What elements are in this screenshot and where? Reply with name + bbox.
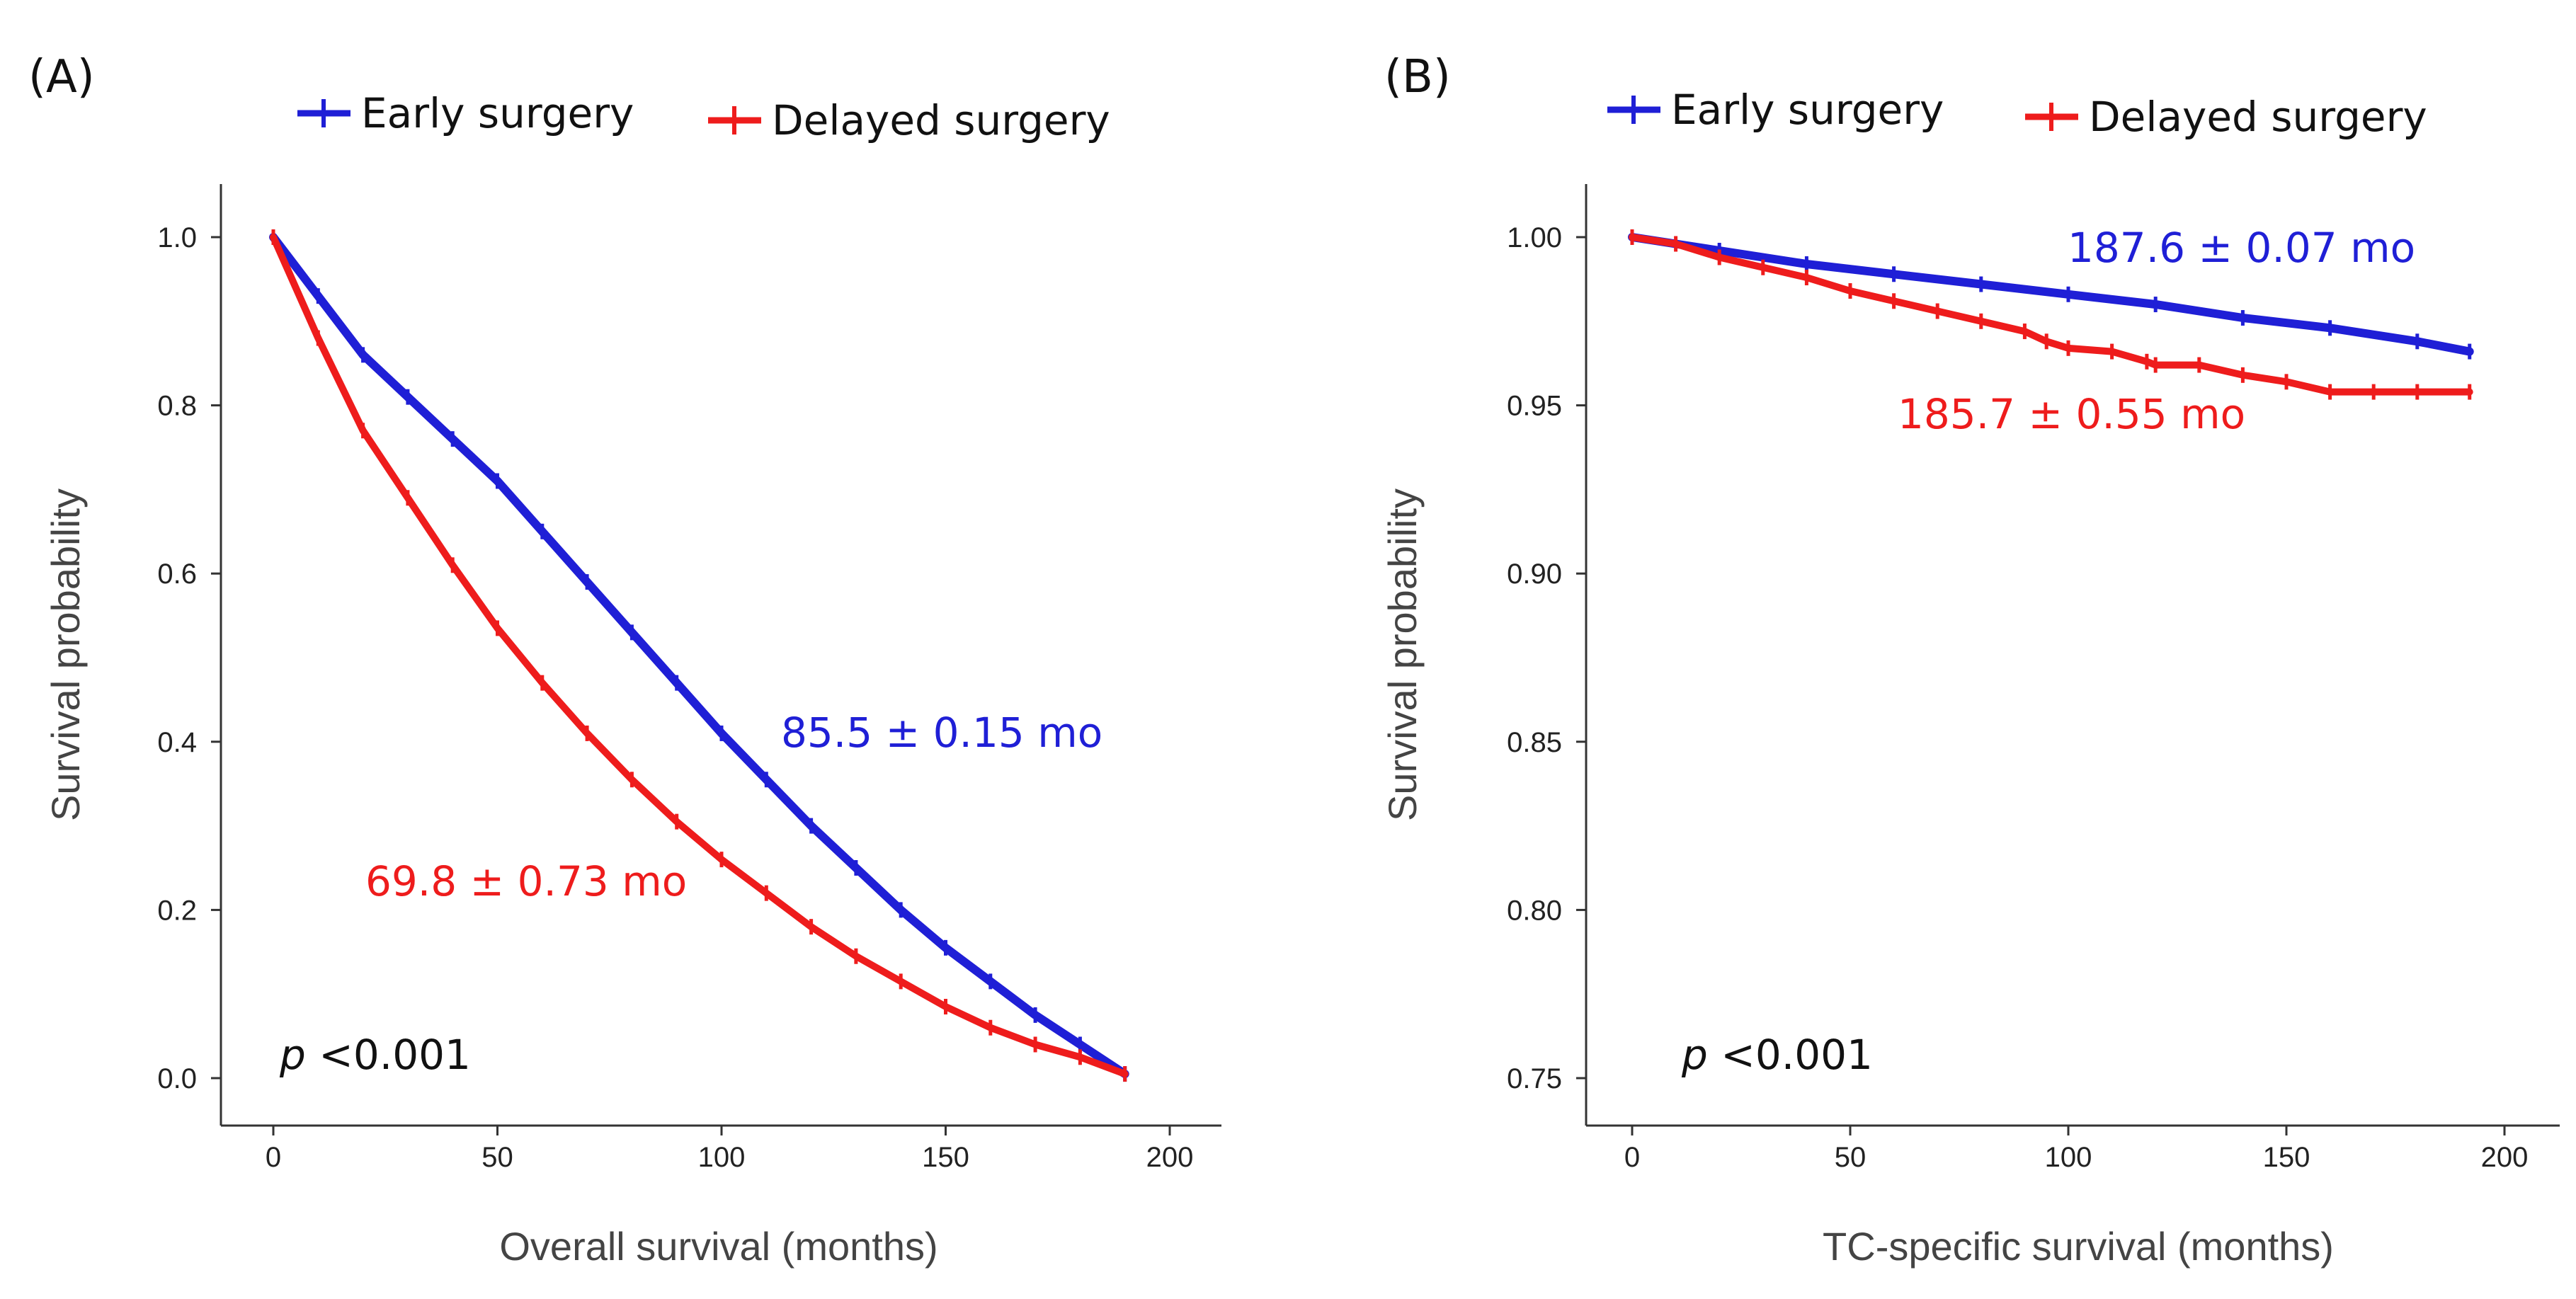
panel-b-annotation-delayed: 185.7 ± 0.55 mo (1898, 390, 2245, 438)
panel-b-x-tick-label: 200 (2481, 1142, 2529, 1173)
panel-a-ticks: 0 50 100 150 200 0.0 0.2 0.4 0.6 0.8 1.0 (157, 222, 1193, 1173)
panel-b-series (1628, 229, 2474, 400)
panel-a-x-tick-label: 150 (922, 1142, 969, 1173)
panel-b-annotation-early: 187.6 ± 0.07 mo (2068, 224, 2415, 272)
panel-a-series (269, 229, 1129, 1082)
panel-b-x-axis-title: TC-specific survival (months) (1823, 1224, 2334, 1269)
panel-b-y-tick-label: 0.80 (1507, 895, 1562, 926)
panel-a-x-tick-label: 50 (481, 1142, 513, 1173)
panel-a-x-tick-label: 200 (1146, 1142, 1194, 1173)
panel-b-x-tick-label: 150 (2263, 1142, 2310, 1173)
panel-a-y-tick-label: 0.6 (157, 559, 197, 590)
panel-a-y-axis-title: Survival probability (43, 488, 88, 821)
panel-b-series-delayed-surgery (1629, 234, 2473, 396)
panel-a-x-tick-label: 0 (266, 1142, 281, 1173)
panel-b-x-tick-label: 100 (2045, 1142, 2092, 1173)
panel-b-legend-delayed-label: Delayed surgery (2089, 93, 2427, 141)
panel-b-y-axis-title: Survival probability (1380, 488, 1425, 821)
panel-a-legend-early-label: Early surgery (361, 89, 634, 137)
panel-b-y-tick-label: 0.95 (1507, 391, 1562, 422)
panel-a-annotation-delayed: 69.8 ± 0.73 mo (365, 857, 687, 905)
panel-b-y-tick-label: 1.00 (1507, 222, 1562, 253)
panel-b-legend-early-label: Early surgery (1671, 86, 1944, 134)
panel-b-p-symbol: p (1681, 1031, 1708, 1079)
panel-b-y-tick-label: 0.75 (1507, 1063, 1562, 1094)
panel-a-p-value: p <0.001 (279, 1031, 471, 1079)
panel-b-ticks: 0 50 100 150 200 0.75 0.80 0.85 0.90 0.95 1.00 (1507, 222, 2528, 1173)
panel-b-x-tick-label: 0 (1624, 1142, 1640, 1173)
panel-b-label: (B) (1384, 51, 1451, 103)
panel-a-legend: Early surgery Delayed surgery (297, 89, 1110, 144)
panel-a-series-early-surgery (269, 233, 1129, 1079)
panel-a-y-tick-label: 0.2 (157, 895, 197, 926)
panel-a-series-delayed-surgery (270, 234, 1129, 1078)
panel-a-label: (A) (28, 51, 95, 103)
panel-a-annotation-early: 85.5 ± 0.15 mo (781, 709, 1102, 757)
panel-a: (A) Early surgery Delayed surgery 0 50 100… (28, 51, 1221, 1269)
panel-b-y-tick-label: 0.85 (1507, 727, 1562, 758)
panel-a-p-symbol: p (279, 1031, 306, 1079)
panel-a-y-tick-label: 1.0 (157, 222, 197, 253)
panel-a-y-tick-label: 0.4 (157, 727, 197, 758)
panel-a-x-axis-title: Overall survival (months) (499, 1224, 937, 1269)
panel-b-y-tick-label: 0.90 (1507, 559, 1562, 590)
panel-b-x-tick-label: 50 (1835, 1142, 1867, 1173)
panel-a-y-tick-label: 0.8 (157, 391, 197, 422)
panel-a-p-text: <0.001 (306, 1031, 471, 1079)
panel-b-legend: Early surgery Delayed surgery (1607, 86, 2427, 141)
panel-b-p-value: p <0.001 (1681, 1031, 1873, 1079)
panel-a-y-tick-label: 0.0 (157, 1063, 197, 1094)
panel-a-legend-delayed-label: Delayed surgery (772, 96, 1110, 144)
panel-b-p-text: <0.001 (1708, 1031, 1873, 1079)
panel-b: (B) Early surgery Delayed surgery 0 50 100… (1380, 51, 2560, 1269)
panel-a-x-tick-label: 100 (698, 1142, 746, 1173)
